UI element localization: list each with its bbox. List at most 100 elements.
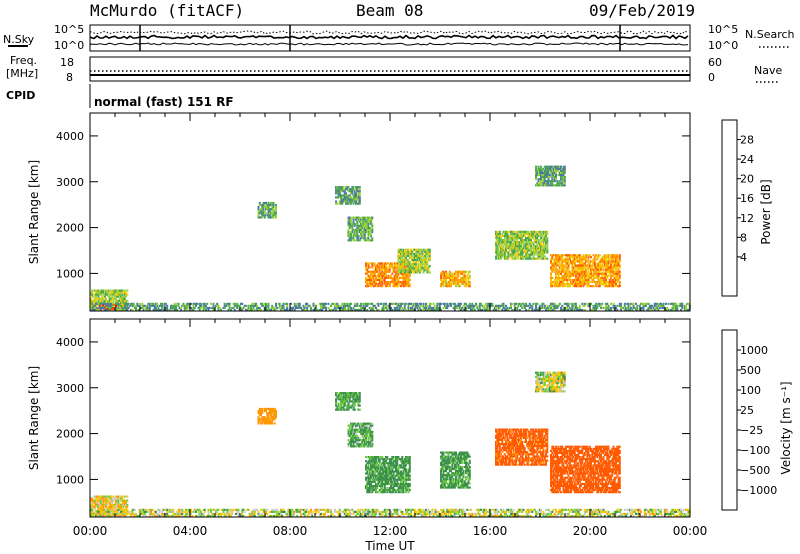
echo-cell [90,301,92,304]
echo-cell [353,216,356,219]
echo-cell [380,268,382,271]
echo-cell [610,262,612,265]
echo-cell [676,308,679,311]
echo-cell [297,306,300,309]
echo-cell [361,428,364,431]
echo-cell [240,308,242,311]
echo-cell [527,239,530,242]
echo-cell [515,302,517,305]
echo-cell [530,230,532,233]
echo-cell [595,272,597,275]
echo-cell [551,281,554,284]
echo-cell [585,278,587,281]
echo-cell [440,274,442,277]
echo-cell [496,247,499,250]
echo-cell [522,302,525,305]
echo-cell [121,303,124,306]
echo-cell [501,232,504,235]
echo-cell [521,247,524,250]
echo-cell [551,167,554,170]
echo-cell [408,283,411,286]
echo-cell [611,254,614,257]
echo-cell [275,206,277,209]
echo-cell [271,201,274,204]
echo-cell [342,306,345,309]
echo-cell [335,304,337,307]
echo-cell [498,230,501,233]
echo-cell [265,308,267,311]
echo-cell [671,302,674,305]
echo-cell [377,304,380,307]
echo-cell [363,424,366,427]
echo-cell [385,476,387,479]
echo-cell [335,200,337,203]
echo-cell [548,304,551,307]
echo-cell [263,422,266,425]
echo-cell [383,476,386,479]
echo-cell [137,308,140,311]
echo-cell [358,400,361,403]
echo-cell [293,302,296,305]
echo-cell [117,308,120,311]
echo-cell [351,392,354,395]
echo-cell [561,285,564,288]
echo-cell [373,478,376,481]
echo-cell [667,302,670,305]
echo-cell [617,285,620,288]
echo-cell [413,252,416,255]
echo-cell [115,299,117,302]
echo-cell [581,258,584,261]
echo-cell [547,180,550,183]
echo-cell [540,253,542,256]
echo-cell [602,268,605,271]
echo-cell [495,251,497,254]
echo-cell [356,398,359,401]
echo-cell [555,176,557,179]
echo-cell [348,200,351,203]
echo-cell [142,306,145,309]
echo-cell [423,265,426,268]
echo-cell [455,283,457,286]
echo-cell [583,264,586,267]
echo-cell [613,256,616,259]
echo-cell [537,251,540,254]
echo-cell [268,308,271,311]
echo-cell [443,463,446,466]
echo-cell [363,430,366,433]
echo-cell [421,261,424,264]
echo-cell [521,253,524,256]
echo-cell [212,302,215,305]
echo-cell [348,222,351,225]
echo-cell [522,234,525,237]
echo-cell [342,402,345,405]
echo-cell [607,260,610,263]
echo-cell [420,269,422,272]
echo-cell [588,266,591,269]
echo-cell [412,252,415,255]
echo-cell [540,247,542,250]
echo-cell [358,443,361,446]
echo-cell [397,272,400,275]
echo-cell [410,248,412,251]
echo-cell [443,474,446,477]
echo-cell [102,291,105,294]
echo-cell [362,229,365,232]
echo-cell [368,422,371,425]
echo-cell [356,231,359,234]
echo-cell [368,482,371,485]
echo-cell [372,308,375,311]
echo-cell [348,231,351,234]
echo-cell [573,306,576,309]
echo-cell [405,252,407,255]
echo-cell [566,266,569,269]
echo-cell [122,501,125,504]
echo-cell [536,184,539,187]
echo-cell [588,254,591,257]
echo-cell [371,308,374,311]
echo-cell [345,408,347,411]
echo-cell [512,243,515,246]
echo-cell [616,266,619,269]
echo-cell [393,484,396,487]
echo-cell [425,263,427,266]
echo-cell [517,257,520,260]
